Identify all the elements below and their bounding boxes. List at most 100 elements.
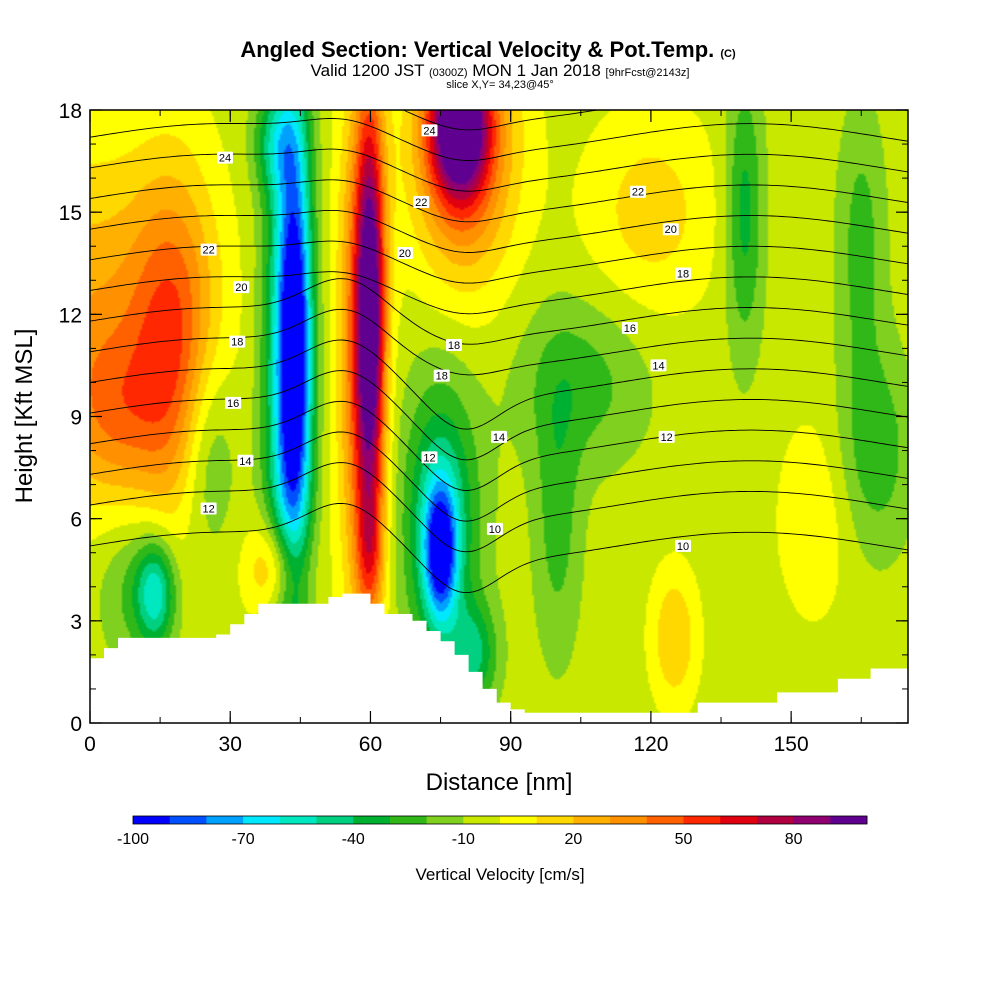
colorbar-swatch — [353, 816, 391, 824]
contour-label-text: 14 — [239, 456, 251, 468]
contour-label-text: 18 — [677, 268, 689, 280]
isentrope-line-23 — [90, 118, 908, 161]
potential-temperature-contours — [90, 110, 908, 594]
x-tick-label: 90 — [499, 733, 522, 756]
contour-label-10: 10 — [675, 539, 692, 553]
contour-label-text: 22 — [202, 245, 214, 257]
colorbar-swatch — [573, 816, 611, 824]
terrain-mask — [90, 593, 908, 723]
isentrope-line-24 — [402, 110, 908, 131]
contour-label-text: 14 — [493, 432, 505, 444]
contour-label-12: 12 — [421, 451, 438, 464]
contour-label-text: 24 — [219, 153, 231, 165]
contour-label-text: 16 — [227, 398, 239, 410]
plot-area: 24 24 22 22 20 20 18 18 18 16 14 12 12 14 10 22 20 18 16 14… — [90, 110, 908, 723]
contour-label-24: 24 — [421, 124, 438, 137]
colorbar: -100 -70 -40 -10 20 50 80 — [117, 815, 868, 848]
contour-label-text: 10 — [677, 541, 689, 553]
colorbar-swatch — [536, 816, 574, 824]
contour-labels: 24 24 22 22 20 20 18 18 18 16 14 12 12 14 10 22 20 18 16 14… — [200, 124, 692, 553]
title-mark: (C) — [720, 48, 736, 60]
contour-label-16: 16 — [621, 321, 638, 335]
contour-label-20: 20 — [233, 281, 250, 294]
vertical-velocity-field — [90, 110, 908, 723]
colorbar-swatch — [720, 816, 758, 824]
isentrope-line-13 — [90, 400, 908, 491]
colorbar-swatch — [610, 816, 648, 824]
contour-label-text: 18 — [436, 371, 448, 383]
contour-label-text: 18 — [448, 340, 460, 352]
x-axis-label: Distance [nm] — [426, 769, 573, 796]
contour-label-text: 16 — [624, 323, 636, 335]
isentrope-line-10 — [90, 502, 908, 594]
colorbar-tick-label: -70 — [232, 831, 255, 848]
y-tick-label: 0 — [70, 713, 82, 736]
colorbar-tick-label: 20 — [565, 831, 583, 848]
isentrope-line-15 — [90, 339, 908, 430]
colorbar-swatch — [500, 816, 538, 824]
colorbar-tick-label: -10 — [452, 831, 475, 848]
colorbar-swatch — [279, 816, 317, 824]
contour-label-22: 22 — [413, 195, 430, 209]
contour-label-10: 10 — [486, 522, 503, 536]
y-tick-label: 6 — [70, 509, 82, 532]
colorbar-tick-label: 80 — [785, 831, 803, 848]
isentrope-line-21 — [90, 179, 908, 223]
contour-label-text: 22 — [632, 187, 644, 199]
colorbar-swatch — [463, 816, 501, 824]
colorbar-swatch — [169, 816, 207, 824]
y-tick-label: 15 — [59, 202, 82, 225]
contour-label-20: 20 — [662, 223, 679, 236]
x-tick-label: 150 — [774, 733, 809, 756]
isentrope-line-17 — [90, 278, 908, 345]
colorbar-swatch — [830, 816, 868, 824]
x-tick-label: 30 — [219, 733, 242, 756]
y-tick-label: 3 — [70, 611, 82, 634]
contour-label-text: 12 — [423, 452, 435, 464]
y-axis: 0 3 6 9 12 15 18 — [59, 100, 908, 736]
colorbar-swatch — [426, 816, 464, 824]
contour-label-text: 20 — [665, 224, 677, 236]
colorbar-swatch — [646, 816, 684, 824]
x-tick-label: 120 — [633, 733, 668, 756]
y-tick-label: 9 — [70, 407, 82, 430]
contour-label-text: 22 — [415, 197, 427, 209]
y-tick-label: 18 — [59, 100, 82, 123]
contour-label-18: 18 — [433, 369, 450, 383]
contour-label-14: 14 — [650, 359, 667, 372]
colorbar-tick-label: -100 — [117, 831, 149, 848]
contour-label-22: 22 — [200, 243, 217, 257]
contour-label-18: 18 — [229, 335, 246, 349]
contour-label-text: 18 — [231, 337, 243, 349]
x-axis: 0 30 60 90 120 150 — [84, 110, 862, 756]
contour-label-16: 16 — [225, 396, 242, 410]
colorbar-swatch — [316, 816, 354, 824]
colorbar-label: Vertical Velocity [cm/s] — [415, 865, 584, 884]
contour-label-text: 20 — [235, 282, 247, 294]
isentrope-line-20 — [90, 209, 908, 253]
isentrope-line-18 — [90, 271, 908, 315]
colorbar-swatch — [206, 816, 244, 824]
isentrope-line-16 — [90, 308, 908, 376]
colorbar-swatch — [683, 816, 721, 824]
contour-label-text: 14 — [652, 360, 664, 372]
colorbar-tick-label: -40 — [342, 831, 365, 848]
contour-label-text: 24 — [423, 125, 435, 137]
colorbar-frame — [132, 815, 868, 825]
contour-label-text: 10 — [489, 524, 501, 536]
x-tick-label: 60 — [359, 733, 382, 756]
contour-label-18: 18 — [446, 338, 463, 352]
colorbar-swatch — [793, 816, 831, 824]
contour-label-text: 12 — [202, 503, 214, 515]
contour-label-24: 24 — [216, 151, 233, 165]
colorbar-swatch — [243, 816, 281, 824]
contour-label-18: 18 — [675, 267, 692, 280]
isentrope-line-19 — [90, 240, 908, 284]
contour-label-text: 20 — [399, 248, 411, 260]
contour-label-text: 12 — [661, 432, 673, 444]
colorbar-tick-label: 50 — [675, 831, 693, 848]
contour-label-12: 12 — [658, 430, 675, 444]
contour-label-22: 22 — [630, 185, 647, 199]
chart-title: Angled Section: Vertical Velocity & Pot.… — [240, 37, 736, 62]
